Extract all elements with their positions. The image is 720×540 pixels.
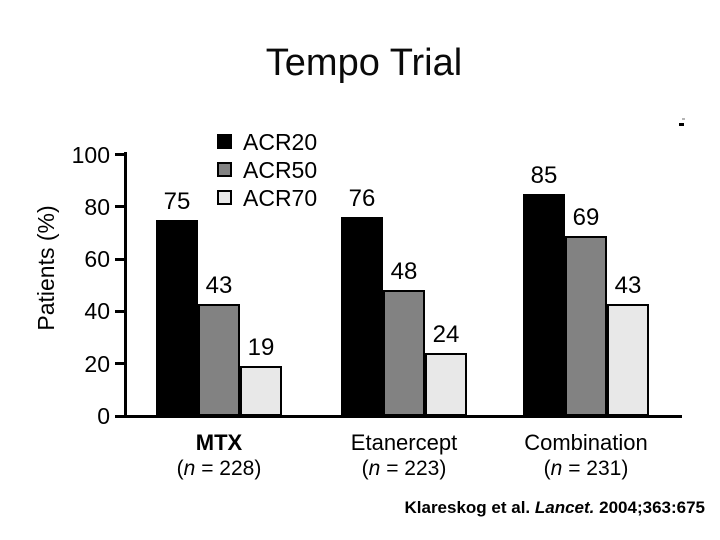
bar-acr20-etanercept xyxy=(341,217,383,416)
bar-acr70-combination xyxy=(607,303,649,416)
bar-acr50-combination xyxy=(565,235,607,416)
x-n-label-mtx: (n = 228) xyxy=(176,457,262,480)
bar-acr70-etanercept xyxy=(425,353,467,416)
legend-label-acr70: ACR70 xyxy=(243,185,318,211)
y-tick-0 xyxy=(115,414,124,418)
x-n-label-combination: (n = 231) xyxy=(543,457,629,480)
y-tick-20 xyxy=(115,362,124,366)
y-tick-100 xyxy=(115,153,124,156)
n-symbol: n xyxy=(550,457,563,480)
bar-value-label-acr50-combination: 69 xyxy=(572,203,600,231)
legend-label-acr20: ACR20 xyxy=(243,129,318,155)
bar-value-label-acr50-mtx: 43 xyxy=(205,271,233,299)
bar-value-label-acr20-etanercept: 76 xyxy=(348,185,376,213)
bar-value-label-acr70-mtx: 19 xyxy=(247,334,275,362)
x-n-label-etanercept: (n = 223) xyxy=(361,457,447,480)
y-tick-label-0: 0 xyxy=(97,403,110,429)
x-label-mtx: MTX xyxy=(195,430,243,455)
legend-swatch-acr20 xyxy=(217,134,232,149)
bar-acr50-etanercept xyxy=(383,290,425,416)
n-symbol: n xyxy=(368,457,381,480)
y-axis-line xyxy=(124,152,127,418)
bar-value-label-acr20-combination: 85 xyxy=(530,161,558,189)
bar-acr50-mtx xyxy=(198,303,240,416)
y-tick-60 xyxy=(115,257,124,261)
bar-acr20-combination xyxy=(523,193,565,416)
y-tick-label-80: 80 xyxy=(84,193,110,220)
n-symbol: n xyxy=(183,457,196,480)
bar-value-label-acr20-mtx: 75 xyxy=(163,187,191,215)
y-tick-label-100: 100 xyxy=(71,141,110,168)
citation: Klareskog et al. Lancet. 2004;363:675 xyxy=(404,497,705,519)
bar-value-label-acr70-combination: 43 xyxy=(614,271,642,299)
y-tick-label-60: 60 xyxy=(84,246,110,273)
citation-authors: Klareskog et al. xyxy=(404,498,535,517)
y-tick-80 xyxy=(115,205,124,209)
y-tick-label-40: 40 xyxy=(84,298,110,325)
legend-swatch-acr70 xyxy=(217,190,232,205)
legend-swatch-acr50 xyxy=(217,162,232,177)
y-tick-40 xyxy=(115,309,124,313)
stray-mark xyxy=(679,123,684,126)
bar-acr20-mtx xyxy=(156,219,198,416)
citation-journal: Lancet. xyxy=(534,498,595,517)
bar-value-label-acr70-etanercept: 24 xyxy=(432,321,460,349)
y-tick-label-20: 20 xyxy=(84,350,110,377)
bar-acr70-mtx xyxy=(240,366,282,416)
legend-label-acr50: ACR50 xyxy=(243,157,318,183)
x-axis-line xyxy=(124,415,682,418)
stray-mark xyxy=(682,118,685,120)
x-label-combination: Combination xyxy=(524,430,648,455)
x-label-etanercept: Etanercept xyxy=(350,430,458,455)
bar-value-label-acr50-etanercept: 48 xyxy=(390,258,418,286)
citation-volume: 2004;363:675 xyxy=(594,498,705,517)
chart-title: Tempo Trial xyxy=(265,42,463,84)
